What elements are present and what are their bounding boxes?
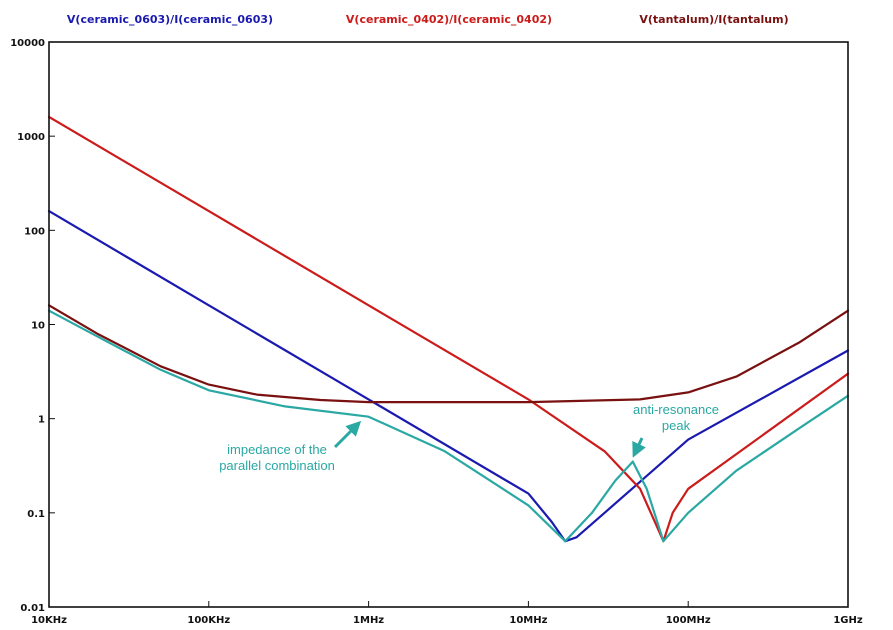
x-axis: 10KHz 100KHz 1MHz 10MHz 100MHz 1GHz	[31, 601, 863, 626]
series-line	[47, 115, 850, 543]
annotation-arrow-icon	[333, 420, 362, 449]
annotation-label: anti-resonance	[633, 402, 719, 417]
x-tick-label: 100MHz	[666, 615, 711, 626]
x-tick-label: 10MHz	[509, 615, 547, 626]
y-tick-label: 0.1	[27, 509, 45, 520]
x-tick-label: 1GHz	[833, 615, 863, 626]
plot-frame	[48, 41, 849, 608]
y-tick-label: 10	[31, 321, 45, 332]
annotation-label: peak	[662, 418, 691, 433]
legend: V(ceramic_0603)/I(ceramic_0603) V(ceramic…	[67, 13, 789, 26]
y-tick-label: 10000	[10, 38, 45, 49]
x-tick-label: 1MHz	[353, 615, 384, 626]
annotation-arrow-icon	[632, 437, 646, 458]
x-tick-label: 10KHz	[31, 615, 67, 626]
annotation-label: parallel combination	[219, 458, 335, 473]
y-axis: 0.01 0.1 1 10 100 1000 10000	[10, 38, 55, 614]
series-line	[47, 304, 850, 404]
y-tick-label: 1	[38, 415, 45, 426]
y-tick-label: 0.01	[20, 603, 45, 614]
x-tick-label: 100KHz	[187, 615, 230, 626]
y-tick-label: 1000	[17, 132, 45, 143]
legend-entry: V(tantalum)/I(tantalum)	[639, 13, 788, 26]
series-line	[47, 210, 850, 543]
legend-entry: V(ceramic_0603)/I(ceramic_0603)	[67, 13, 273, 26]
y-tick-label: 100	[24, 226, 45, 237]
series-group	[47, 115, 850, 543]
legend-entry: V(ceramic_0402)/I(ceramic_0402)	[346, 13, 552, 26]
annotation-label: impedance of the	[227, 442, 327, 457]
combined-impedance-line	[47, 309, 850, 543]
